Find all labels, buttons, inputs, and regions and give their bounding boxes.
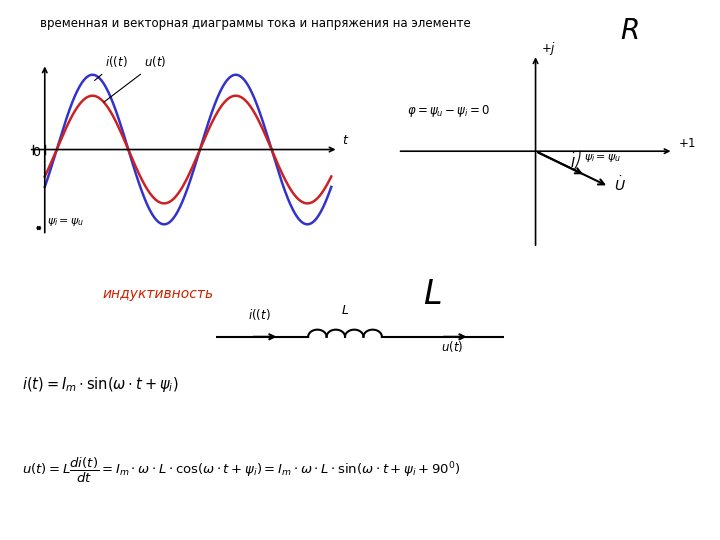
Text: $i((t)$: $i((t)$ xyxy=(248,307,271,322)
Text: $+j$: $+j$ xyxy=(541,40,556,57)
Text: $i((t)$: $i((t)$ xyxy=(105,54,128,69)
Text: $t$: $t$ xyxy=(342,134,349,147)
Text: $\psi_i = \psi_u$: $\psi_i = \psi_u$ xyxy=(47,217,84,228)
Text: $\varphi = \psi_u - \psi_i = 0$: $\varphi = \psi_u - \psi_i = 0$ xyxy=(407,103,490,119)
Text: индуктивность: индуктивность xyxy=(103,287,214,301)
Text: L: L xyxy=(423,278,441,311)
Text: временная и векторная диаграммы тока и напряжения на элементе: временная и векторная диаграммы тока и н… xyxy=(40,17,471,30)
Text: $0$: $0$ xyxy=(32,145,41,159)
Text: $u(t)$: $u(t)$ xyxy=(441,339,463,354)
Text: $+1$: $+1$ xyxy=(678,137,696,150)
Text: $L$: $L$ xyxy=(341,305,349,318)
Text: $\dot{U}$: $\dot{U}$ xyxy=(614,176,626,194)
Text: $\dot{I}$: $\dot{I}$ xyxy=(570,152,575,171)
Text: $u(t)$: $u(t)$ xyxy=(144,54,166,69)
Text: R: R xyxy=(621,17,639,45)
Text: $i(t) = I_m \cdot \sin(\omega \cdot t + \psi_i)$: $i(t) = I_m \cdot \sin(\omega \cdot t + … xyxy=(22,375,178,394)
Text: $\psi_i = \psi_u$: $\psi_i = \psi_u$ xyxy=(585,152,622,164)
Text: $u(t) = L\dfrac{di(t)}{dt} = I_m \cdot \omega \cdot L \cdot \cos(\omega \cdot t : $u(t) = L\dfrac{di(t)}{dt} = I_m \cdot \… xyxy=(22,456,460,485)
